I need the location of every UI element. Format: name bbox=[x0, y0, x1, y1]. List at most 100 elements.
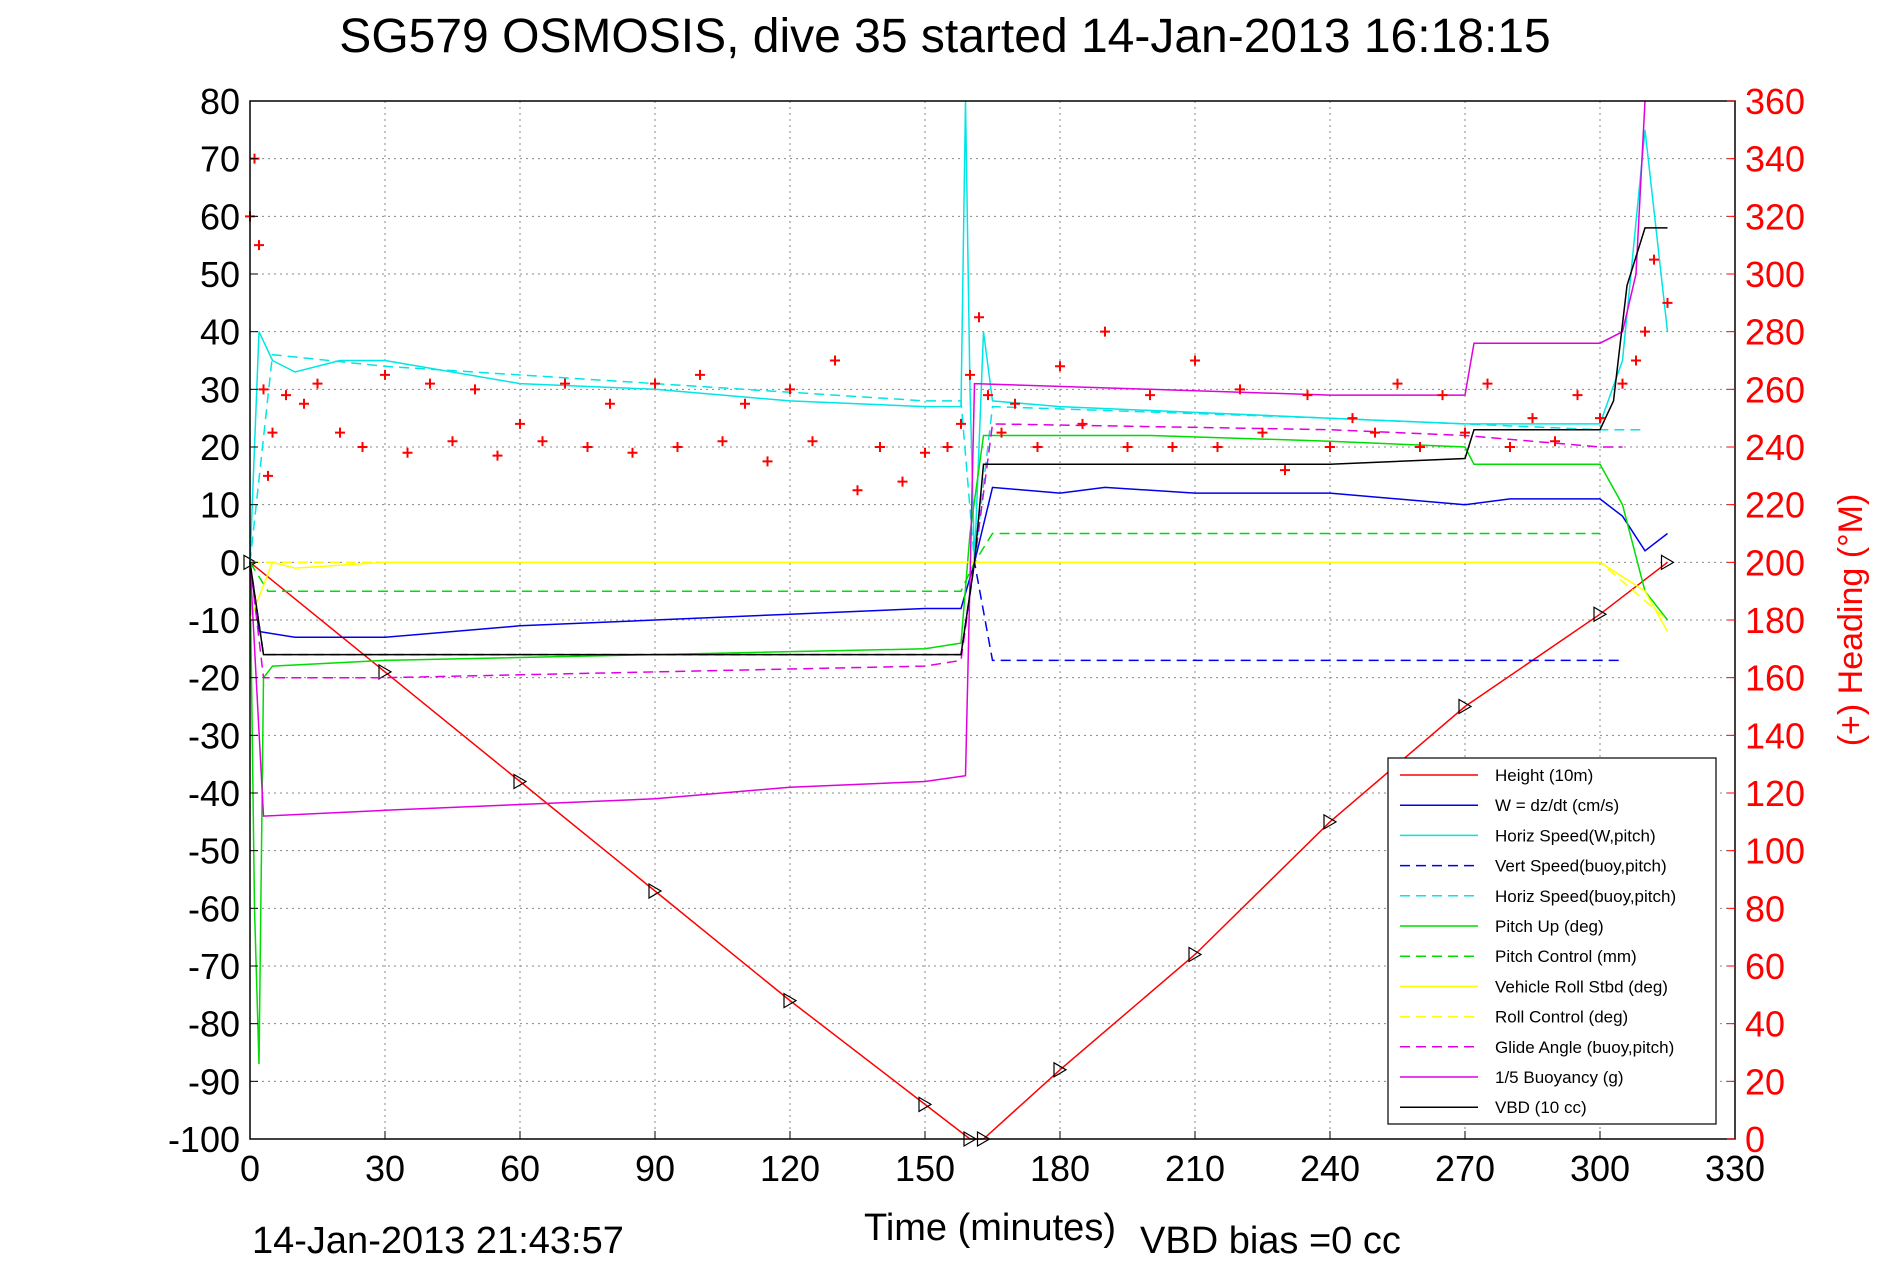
heading-marker bbox=[1190, 355, 1200, 366]
heading-marker bbox=[650, 378, 660, 389]
heading-marker bbox=[1055, 361, 1065, 372]
y2-tick-label: 320 bbox=[1745, 196, 1805, 237]
series-line bbox=[249, 100, 1669, 563]
y2-tick-label: 0 bbox=[1745, 1119, 1765, 1160]
heading-marker bbox=[1010, 398, 1020, 409]
height-marker bbox=[1593, 606, 1608, 623]
heading-marker bbox=[1460, 427, 1470, 438]
series-line bbox=[249, 353, 1645, 563]
series-5 bbox=[249, 434, 1669, 1065]
y2-tick-label: 100 bbox=[1745, 831, 1805, 872]
legend-label: Pitch Control (mm) bbox=[1495, 947, 1637, 966]
heading-marker bbox=[1505, 442, 1515, 452]
x-tick-label: 330 bbox=[1705, 1148, 1765, 1189]
y-tick-label: -90 bbox=[188, 1061, 240, 1102]
y-tick-label: 10 bbox=[200, 485, 240, 526]
heading-marker bbox=[996, 427, 1007, 438]
y2-tick-label: 180 bbox=[1745, 600, 1805, 641]
heading-marker bbox=[1631, 355, 1641, 366]
heading-marker bbox=[1077, 418, 1088, 429]
heading-marker bbox=[830, 355, 840, 366]
heading-marker bbox=[920, 447, 930, 458]
x-tick-label: 60 bbox=[500, 1148, 540, 1189]
series-line bbox=[249, 434, 1669, 1065]
x-ticks: 0 30 60 90 120 150 180 210 240 270 300 330 bbox=[240, 1131, 1765, 1189]
height-marker bbox=[1053, 1061, 1068, 1078]
heading-marker bbox=[492, 450, 503, 461]
heading-marker bbox=[267, 427, 278, 438]
height-marker bbox=[648, 882, 663, 900]
y2-tick-label: 40 bbox=[1745, 1004, 1785, 1045]
y-tick-label: -30 bbox=[188, 715, 240, 756]
x-tick-label: 270 bbox=[1435, 1148, 1495, 1189]
y2-tick-label: 200 bbox=[1745, 542, 1805, 583]
legend-label: Horiz Speed(W,pitch) bbox=[1495, 826, 1656, 845]
height-marker bbox=[1188, 946, 1203, 963]
x-tick-label: 300 bbox=[1570, 1148, 1630, 1189]
y-tick-label: -20 bbox=[188, 658, 240, 699]
heading-marker bbox=[402, 447, 413, 458]
y2-tick-label: 360 bbox=[1745, 81, 1805, 122]
x-tick-label: 240 bbox=[1300, 1148, 1360, 1189]
y-tick-label: 20 bbox=[200, 427, 240, 468]
heading-marker bbox=[695, 369, 705, 380]
y2-axis-label: (+) Heading (°M) bbox=[1832, 494, 1870, 747]
heading-marker bbox=[380, 369, 390, 380]
heading-marker bbox=[1482, 378, 1493, 389]
heading-marker bbox=[1212, 442, 1223, 452]
y-tick-label: 40 bbox=[200, 312, 240, 353]
legend-label: Roll Control (deg) bbox=[1495, 1008, 1628, 1027]
x-tick-label: 120 bbox=[760, 1148, 820, 1189]
heading-marker bbox=[263, 470, 273, 481]
heading-marker bbox=[1527, 413, 1538, 424]
heading-marker bbox=[1572, 390, 1583, 401]
height-marker bbox=[1660, 554, 1675, 571]
heading-marker bbox=[785, 384, 795, 395]
series-11 bbox=[249, 227, 1668, 656]
legend-label: Pitch Up (deg) bbox=[1495, 917, 1604, 936]
heading-marker bbox=[1595, 413, 1605, 424]
heading-marker bbox=[1280, 465, 1290, 476]
heading-marker bbox=[627, 447, 638, 458]
heading-marker bbox=[258, 384, 269, 395]
heading-marker bbox=[897, 476, 908, 487]
height-marker bbox=[513, 773, 528, 790]
heading-marker bbox=[447, 436, 458, 447]
heading-marker bbox=[1617, 378, 1628, 389]
heading-marker bbox=[762, 456, 773, 467]
heading-marker bbox=[956, 418, 966, 429]
heading-marker bbox=[605, 398, 615, 409]
heading-marker bbox=[1662, 297, 1673, 308]
y-tick-label: -50 bbox=[188, 831, 240, 872]
series-line bbox=[249, 486, 1668, 639]
heading-marker bbox=[1550, 436, 1560, 447]
x-tick-label: 180 bbox=[1030, 1148, 1090, 1189]
heading-marker bbox=[470, 384, 480, 395]
y-tick-label: 50 bbox=[200, 254, 240, 295]
y2-tick-label: 340 bbox=[1745, 139, 1805, 180]
heading-marker bbox=[1100, 326, 1110, 337]
legend-label: Glide Angle (buoy,pitch) bbox=[1495, 1038, 1674, 1057]
legend-label: W = dz/dt (cm/s) bbox=[1495, 796, 1619, 815]
heading-marker bbox=[1145, 390, 1155, 401]
heading-marker bbox=[1122, 442, 1133, 452]
legend-label: Horiz Speed(buoy,pitch) bbox=[1495, 887, 1676, 906]
heading-marker bbox=[740, 398, 750, 409]
heading-marker bbox=[1649, 254, 1659, 265]
heading-marker bbox=[875, 442, 885, 452]
heading-marker bbox=[1302, 390, 1313, 401]
heading-marker bbox=[672, 442, 683, 452]
y2-ticks: 0 20 40 60 80 100 120 140 160 180 200 220 240 260 280 3… bbox=[1727, 81, 1805, 1160]
y2-tick-label: 20 bbox=[1745, 1061, 1785, 1102]
y2-tick-label: 280 bbox=[1745, 312, 1805, 353]
heading-marker bbox=[1437, 390, 1448, 401]
series-4 bbox=[249, 353, 1645, 563]
heading-marker bbox=[1415, 442, 1425, 452]
heading-marker bbox=[1257, 427, 1268, 438]
heading-marker bbox=[942, 442, 953, 452]
heading-marker bbox=[983, 390, 993, 401]
y2-tick-label: 160 bbox=[1745, 658, 1805, 699]
heading-marker bbox=[717, 436, 728, 447]
y2-tick-label: 60 bbox=[1745, 946, 1785, 987]
